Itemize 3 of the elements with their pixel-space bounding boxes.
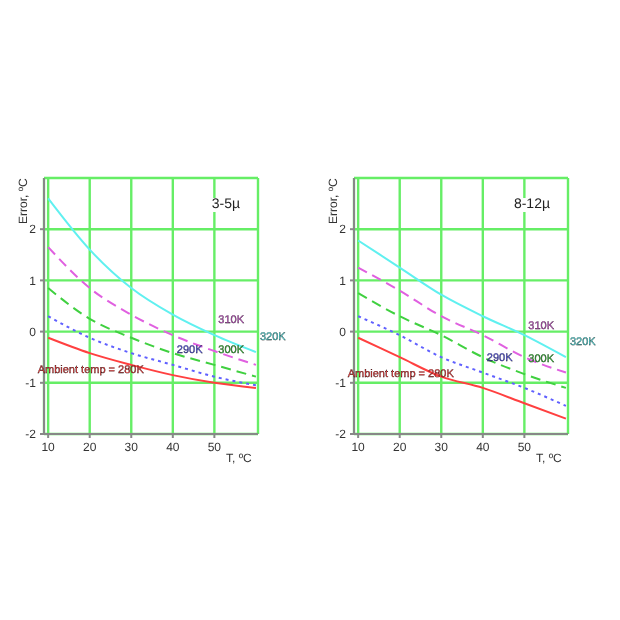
line-series	[47, 197, 257, 354]
line-series	[47, 246, 257, 366]
line-series	[357, 239, 567, 359]
